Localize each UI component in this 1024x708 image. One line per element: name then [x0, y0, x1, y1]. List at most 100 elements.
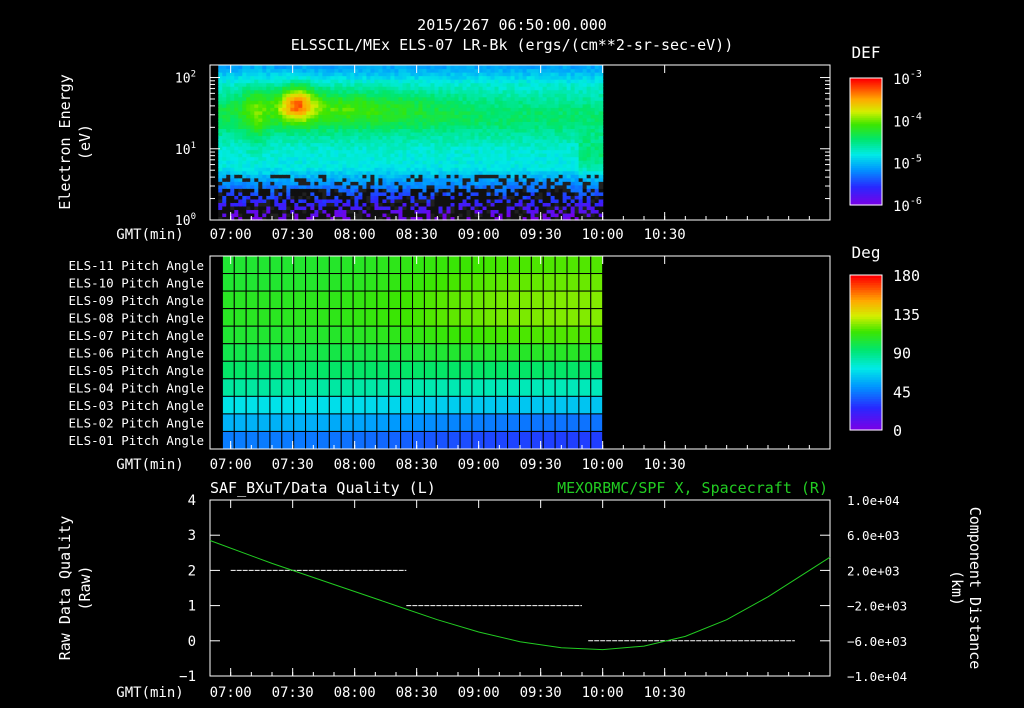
spectrogram-cell — [410, 110, 416, 115]
pitch-cell — [435, 308, 449, 327]
spectrogram-cell — [518, 128, 524, 133]
spectrogram-cell — [458, 86, 464, 91]
spectrogram-cell — [558, 202, 564, 207]
spectrogram-cell — [546, 209, 552, 214]
spectrogram-cell — [386, 68, 392, 73]
spectrogram-cell — [246, 212, 251, 218]
spectrogram-cell — [418, 167, 424, 172]
spectrogram-cell — [258, 128, 263, 133]
spectrogram-cell — [530, 110, 536, 115]
time-axis-label: GMT(min) — [116, 227, 183, 243]
spectrogram-cell — [394, 149, 400, 154]
spectrogram-cell — [574, 205, 580, 211]
spectrogram-cell — [242, 138, 247, 144]
spectrogram-cell — [538, 167, 544, 172]
spectrogram-cell — [454, 167, 460, 172]
spectrogram-cell — [422, 160, 428, 165]
spectrogram-cell — [342, 209, 347, 214]
spectrogram-cell — [390, 177, 396, 182]
spectrogram-cell — [218, 202, 223, 207]
spectrogram-cell — [374, 86, 380, 91]
spectrogram-cell — [246, 110, 251, 115]
spectrogram-cell — [414, 117, 420, 122]
spectrogram-cell — [322, 216, 327, 221]
pitch-cell — [507, 343, 520, 362]
spectrogram-cell — [246, 68, 251, 73]
spectrogram-cell — [246, 114, 251, 119]
spectrogram-cell — [550, 135, 556, 140]
pitch-cell — [590, 308, 604, 327]
spectrogram-cell — [482, 128, 488, 133]
spectrogram-cell — [498, 86, 504, 91]
spectrogram-cell — [490, 110, 496, 115]
spectrogram-cell — [366, 103, 372, 108]
spectrogram-cell — [322, 117, 327, 122]
spectrogram-cell — [510, 103, 516, 108]
colorbar-swatch — [850, 99, 882, 103]
spectrogram-cell — [418, 65, 424, 70]
spectrogram-cell — [466, 128, 472, 133]
spectrogram-cell — [250, 124, 255, 130]
spectrogram-cell — [550, 121, 556, 126]
pitch-cell — [578, 255, 592, 275]
spectrogram-cell — [462, 184, 468, 189]
spectrogram-cell — [518, 156, 524, 161]
spectrogram-cell — [342, 212, 347, 218]
spectrogram-cell — [438, 79, 444, 84]
spectrogram-cell — [238, 100, 243, 105]
spectrogram-cell — [538, 100, 544, 105]
pitch-cell — [316, 325, 330, 345]
spectrogram-cell — [302, 146, 307, 151]
pitch-cell — [328, 255, 342, 275]
spectrogram-cell — [430, 209, 436, 214]
spectrogram-cell — [454, 86, 460, 91]
spectrogram-cell — [270, 167, 275, 172]
spectrogram-cell — [434, 170, 440, 175]
spectrogram-cell — [590, 68, 596, 73]
spectrogram-cell — [294, 142, 299, 147]
spectrogram-cell — [382, 124, 388, 130]
spectrogram-cell — [442, 174, 448, 179]
spectrogram-cell — [266, 96, 271, 101]
spectrogram-cell — [594, 100, 600, 105]
spectrogram-cell — [518, 75, 524, 80]
spectrogram-cell — [254, 117, 259, 122]
spectrogram-cell — [278, 110, 283, 115]
spectrogram-cell — [446, 107, 452, 112]
spectrogram-cell — [470, 142, 476, 147]
spectrogram-cell — [382, 86, 388, 91]
time-tick-label: 08:30 — [396, 685, 438, 701]
spectrogram-cell — [574, 149, 580, 154]
spectrogram-cell — [350, 181, 355, 186]
spectrogram-cell — [238, 124, 243, 130]
spectrogram-cell — [466, 142, 472, 147]
spectrogram-cell — [490, 167, 496, 172]
colorbar-swatch — [850, 379, 882, 383]
spectrogram-cell — [430, 160, 436, 165]
spectrogram-cell — [278, 195, 283, 200]
spectrogram-cell — [442, 191, 448, 196]
spectrogram-cell — [318, 135, 323, 140]
right-ytick-label: −1.0e+04 — [847, 669, 907, 684]
spectrogram-cell — [258, 209, 263, 214]
spectrogram-cell — [450, 86, 456, 91]
spectrogram-cell — [262, 110, 267, 115]
spectrogram-cell — [366, 195, 372, 200]
spectrogram-cell — [458, 163, 464, 168]
spectrogram-cell — [446, 65, 452, 70]
spectrogram-cell — [450, 142, 456, 147]
spectrogram-cell — [546, 110, 552, 115]
spectrogram-cell — [298, 79, 303, 84]
spectrogram-cell — [450, 75, 456, 80]
spectrogram-cell — [430, 100, 436, 105]
pitch-cell — [233, 360, 247, 380]
spectrogram-cell — [318, 65, 323, 70]
spectrogram-cell — [538, 195, 544, 200]
spectrogram-cell — [238, 184, 243, 189]
spectrogram-cell — [218, 181, 223, 186]
spectrogram-cell — [334, 146, 339, 151]
spectrogram-cell — [258, 75, 263, 80]
spectrogram-cell — [286, 195, 291, 200]
spectrogram-cell — [458, 160, 464, 165]
spectrogram-cell — [278, 89, 283, 94]
